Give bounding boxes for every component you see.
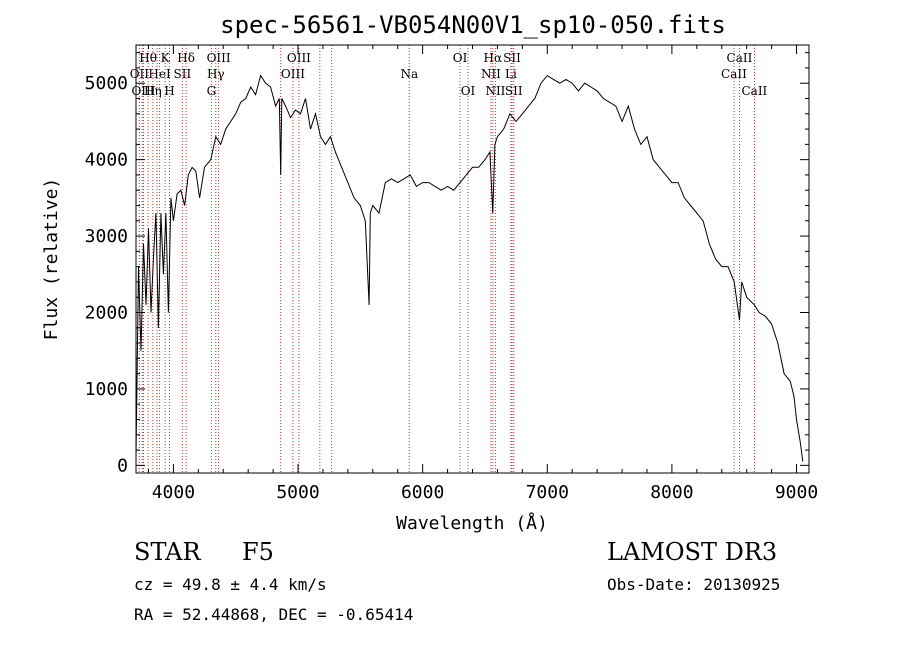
x-tick-label: 5000 xyxy=(276,482,319,503)
y-tick-label: 5000 xyxy=(85,73,128,94)
line-label: HeI xyxy=(148,67,171,81)
x-tick-label: 6000 xyxy=(401,482,444,503)
line-label: SII xyxy=(503,51,521,65)
x-tick-label: 9000 xyxy=(775,482,818,503)
line-label: OI xyxy=(453,51,468,65)
line-label: OIII xyxy=(131,84,155,98)
x-axis: 4000 5000 6000 7000 8000 9000 xyxy=(147,45,818,503)
line-label: CaII xyxy=(741,84,767,98)
object-subclass: F5 xyxy=(242,538,274,566)
object-class: STAR xyxy=(134,538,201,566)
x-axis-label: Wavelength (Å) xyxy=(396,512,548,534)
line-label: Hγ xyxy=(207,67,225,81)
coordinates: RA = 52.44868, DEC = -0.65414 xyxy=(134,605,414,624)
line-label: Li xyxy=(505,67,517,81)
y-axis: 0 1000 2000 3000 4000 5000 xyxy=(85,52,809,476)
y-tick-label: 2000 xyxy=(85,303,128,324)
line-label: Hα xyxy=(484,51,503,65)
line-label: SII xyxy=(174,67,192,81)
x-tick-label: 7000 xyxy=(526,482,569,503)
line-label: OI xyxy=(461,84,476,98)
spectrum-series-line xyxy=(135,74,804,462)
chart-title: spec-56561-VB054N00V1_sp10-050.fits xyxy=(220,11,726,39)
line-label: OII xyxy=(130,67,150,81)
survey-name: LAMOST DR3 xyxy=(607,538,778,566)
line-label: NII xyxy=(481,67,501,81)
y-tick-label: 4000 xyxy=(85,150,128,171)
plot-frame xyxy=(135,44,810,474)
line-label: CaII xyxy=(727,51,753,65)
obs-date: Obs-Date: 20130925 xyxy=(607,575,781,594)
line-label: OIII xyxy=(207,51,231,65)
x-tick-label: 4000 xyxy=(152,482,195,503)
spectral-line-markers xyxy=(138,45,755,473)
x-tick-label: 8000 xyxy=(650,482,693,503)
redshift-readout: cz = 49.8 ± 4.4 km/s xyxy=(134,575,327,594)
y-tick-label: 3000 xyxy=(85,226,128,247)
line-label: K xyxy=(161,51,171,65)
line-label: G xyxy=(207,84,217,98)
line-label: H xyxy=(164,84,174,98)
line-label: Na xyxy=(400,67,418,81)
line-label: Hθ xyxy=(139,51,157,65)
line-label: OIII xyxy=(287,51,311,65)
line-label: NII xyxy=(485,84,505,98)
line-label: Hδ xyxy=(177,51,195,65)
line-label: CaII xyxy=(721,67,747,81)
line-label: Hη xyxy=(144,84,162,98)
line-label: OIII xyxy=(281,67,305,81)
y-tick-label: 0 xyxy=(117,455,128,476)
y-tick-label: 1000 xyxy=(85,379,128,400)
y-axis-label: Flux (relative) xyxy=(41,178,62,341)
line-label: SII xyxy=(505,84,523,98)
